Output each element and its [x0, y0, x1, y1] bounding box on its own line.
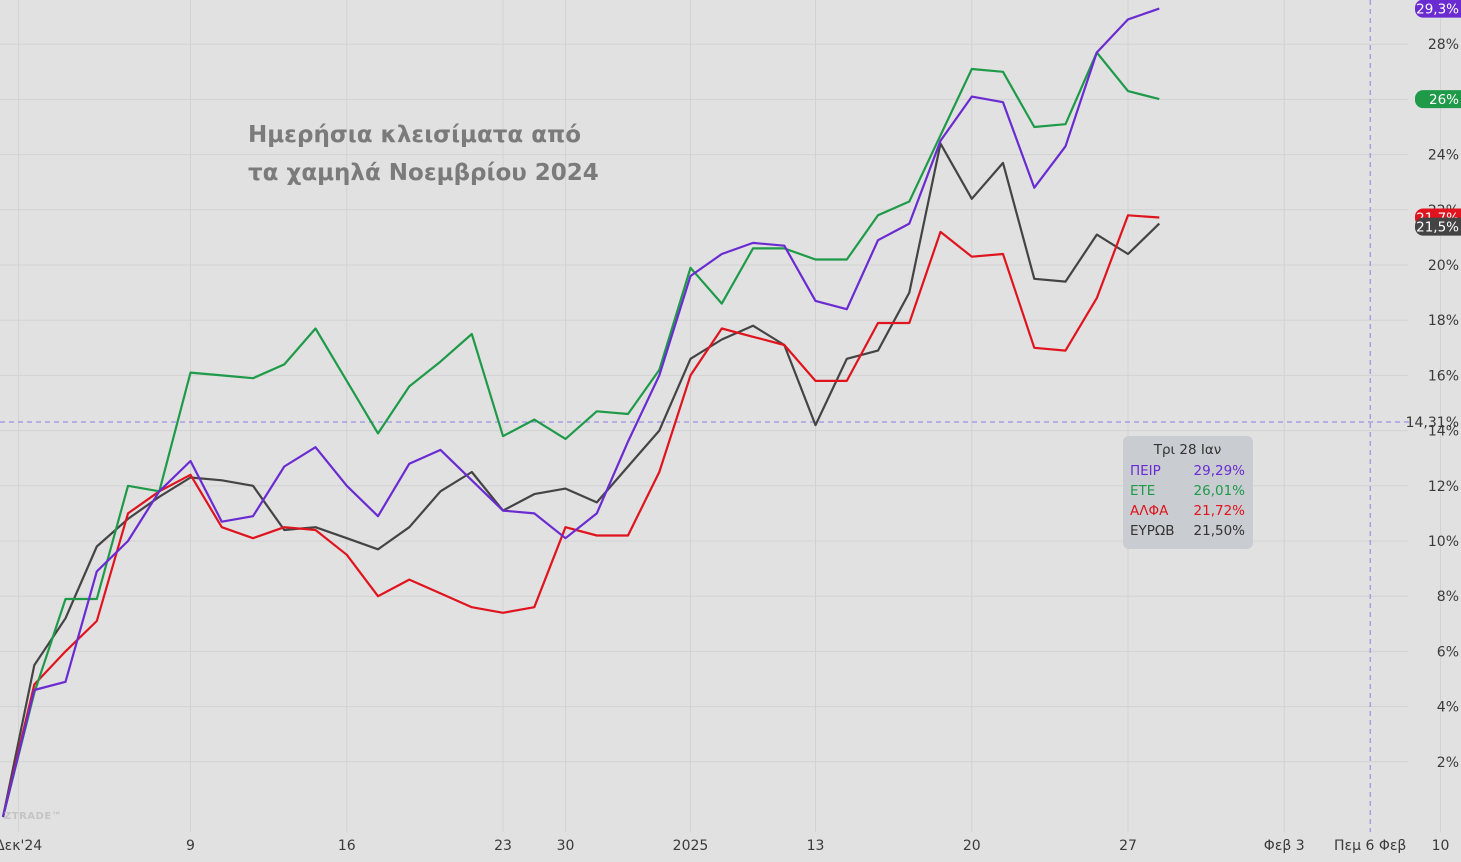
- x-tick-label: Δεκ'24: [0, 838, 42, 854]
- y-tick-label: 18%: [1428, 313, 1459, 329]
- series-line-1: [1, 7, 1160, 818]
- y-tick-label: 16%: [1428, 368, 1459, 384]
- x-tick-label: 23: [494, 838, 512, 854]
- y-tick-label: 6%: [1437, 644, 1459, 660]
- y-tick-label: 10%: [1428, 534, 1459, 550]
- title-line-1: Ημερήσια κλεισίματα από: [248, 122, 582, 148]
- x-tick-label: Φεβ 3: [1264, 838, 1305, 854]
- watermark-logo: ZTRADE™: [4, 811, 63, 822]
- x-tick-label: 30: [557, 838, 575, 854]
- tooltip-row: ΑΛΦΑ 21,72%: [1130, 501, 1245, 521]
- x-tick-label: 27: [1119, 838, 1137, 854]
- x-tick-label: 13: [807, 838, 825, 854]
- x-tick-label: Πεμ 6 Φεβ: [1334, 838, 1406, 854]
- y-tick-label: 2%: [1437, 755, 1459, 771]
- x-tick-label: 9: [186, 838, 195, 854]
- crosshair-label: 14,31%: [1406, 415, 1459, 431]
- y-tick-label: 4%: [1437, 700, 1459, 716]
- series-lines: [1, 7, 1161, 818]
- y-tick-label: 20%: [1428, 258, 1459, 274]
- chart-title: Ημερήσια κλεισίματα από τα χαμηλά Νοεμβρ…: [248, 116, 599, 192]
- tooltip-series-name: ΑΛΦΑ: [1130, 503, 1169, 519]
- tooltip-series-name: ΕΥΡΩΒ: [1130, 523, 1175, 539]
- last-value-badge: [1415, 0, 1461, 18]
- tooltip-series-value: 21,50%: [1193, 523, 1245, 539]
- tooltip-series-value: 26,01%: [1193, 483, 1245, 499]
- y-axis-labels: 2%4%6%8%10%12%14%16%18%20%22%24%26%28%: [1428, 37, 1459, 771]
- y-tick-label: 8%: [1437, 589, 1459, 605]
- last-value-label: 26%: [1429, 92, 1459, 108]
- x-tick-label: 10: [1432, 838, 1450, 854]
- tooltip-series-name: ΠΕΙΡ: [1130, 463, 1161, 479]
- last-value-label: 29,3%: [1416, 2, 1459, 18]
- tooltip-row: ΕΤΕ 26,01%: [1130, 481, 1245, 501]
- tooltip-series-value: 29,29%: [1193, 463, 1245, 479]
- x-axis-labels: Δεκ'24 9 16 23 30 2025 13 20 27 Φεβ 3 Πεμ 6 Φεβ 10: [0, 838, 1449, 854]
- y-tick-label: 24%: [1428, 148, 1459, 164]
- tooltip-row: ΕΥΡΩΒ 21,50%: [1130, 521, 1245, 541]
- y-tick-label: 14%: [1428, 424, 1459, 440]
- last-value-badge: [1415, 90, 1461, 109]
- y-tick-label: 12%: [1428, 479, 1459, 495]
- last-value-badges: 21,7%21,5%26%29,3%: [1415, 0, 1461, 236]
- gridlines: [0, 0, 1441, 832]
- tooltip-series-name: ΕΤΕ: [1130, 483, 1156, 499]
- last-value-label: 21,5%: [1416, 220, 1459, 236]
- x-tick-label: 16: [338, 838, 356, 854]
- tooltip-series-value: 21,72%: [1193, 503, 1245, 519]
- crosshair: 14,31%: [0, 0, 1459, 832]
- tooltip-date: Τρι 28 Ιαν: [1153, 442, 1222, 458]
- title-line-2: τα χαμηλά Νοεμβρίου 2024: [248, 160, 599, 186]
- x-tick-label: 2025: [673, 838, 709, 854]
- x-tick-label: 20: [963, 838, 981, 854]
- series-line-2: [1, 51, 1160, 818]
- y-tick-label: 28%: [1428, 37, 1459, 53]
- series-line-4: [1, 142, 1161, 818]
- data-tooltip: Τρι 28 Ιαν ΠΕΙΡ 29,29% ΕΤΕ 26,01% ΑΛΦΑ 2…: [1123, 436, 1253, 549]
- series-line-3: [1, 214, 1160, 818]
- tooltip-row: ΠΕΙΡ 29,29%: [1130, 461, 1245, 481]
- last-value-badge: [1415, 217, 1461, 236]
